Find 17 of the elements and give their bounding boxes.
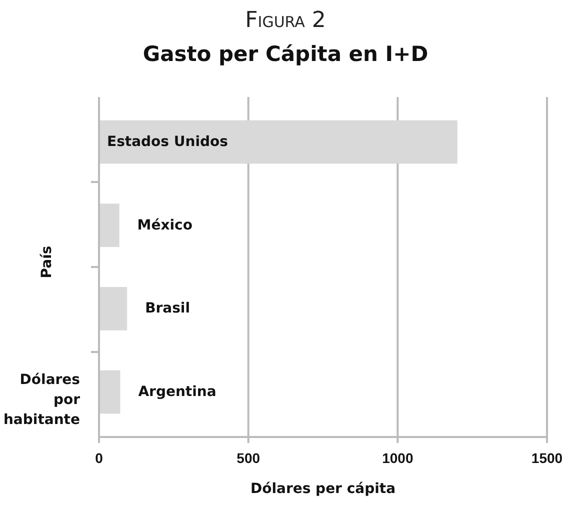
y-tick-label: Brasil — [145, 300, 190, 317]
bar — [99, 370, 120, 414]
bar — [99, 287, 128, 330]
y-tick-label: México — [137, 217, 193, 234]
x-tick-label: 0 — [95, 450, 104, 466]
x-tick-label: 1000 — [382, 450, 414, 466]
text: Dólares por habitante — [3, 372, 80, 428]
bar — [99, 120, 458, 164]
x-tick-label: 1500 — [531, 450, 563, 466]
y-tick-label: Estados Unidos — [107, 134, 228, 150]
y-tick-label: Argentina — [138, 384, 216, 400]
x-axis-title: Dólares per cápita — [250, 481, 396, 497]
chart-subtitle: Gasto per Cápita en I+D — [142, 42, 428, 66]
x-tick-label: 500 — [236, 450, 260, 466]
y-axis-title: País — [39, 246, 55, 278]
bar — [99, 204, 120, 247]
chart-title: Figura 2 — [245, 8, 326, 33]
